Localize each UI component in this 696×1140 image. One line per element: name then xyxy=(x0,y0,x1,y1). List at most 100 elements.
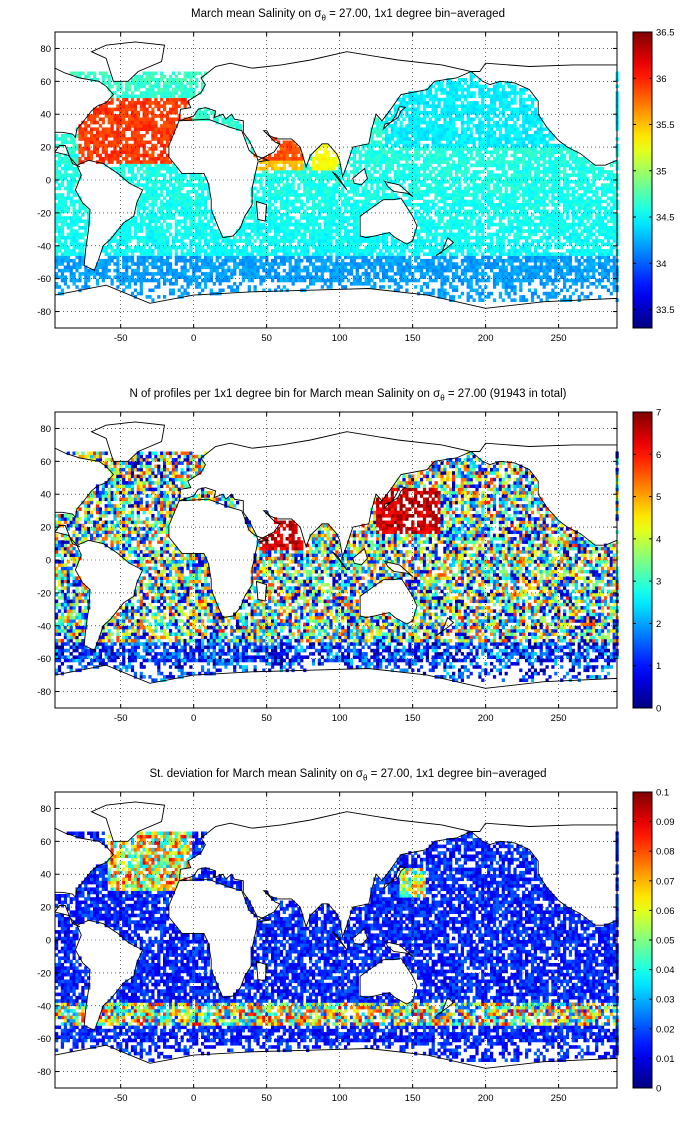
data-bin xyxy=(218,235,222,240)
data-bin xyxy=(457,186,462,191)
data-bin xyxy=(75,193,79,197)
data-bin xyxy=(393,120,397,125)
data-bin xyxy=(183,252,187,256)
data-bin xyxy=(297,275,301,279)
data-bin xyxy=(87,143,91,148)
data-bin xyxy=(466,255,470,260)
data-bin xyxy=(440,285,444,289)
data-bin xyxy=(361,265,365,270)
data-bin xyxy=(165,170,170,174)
data-bin xyxy=(60,288,65,293)
data-bin xyxy=(446,137,450,141)
data-bin xyxy=(414,117,418,122)
data-bin xyxy=(460,107,465,112)
data-bin xyxy=(355,235,359,240)
data-bin xyxy=(317,249,322,253)
data-bin xyxy=(116,127,120,131)
data-bin xyxy=(402,130,406,135)
data-bin xyxy=(472,262,476,266)
data-bin xyxy=(148,180,152,184)
data-bin xyxy=(142,157,146,161)
data-bin xyxy=(373,160,377,164)
data-bin xyxy=(323,189,327,194)
data-bin xyxy=(422,239,427,243)
data-bin xyxy=(402,249,406,253)
data-bin xyxy=(55,275,59,279)
data-bin xyxy=(148,245,152,250)
data-bin xyxy=(431,199,435,204)
data-bin xyxy=(440,110,444,115)
data-bin xyxy=(241,272,246,276)
data-bin xyxy=(460,219,465,224)
data-bin xyxy=(285,226,289,230)
data-bin xyxy=(428,110,432,115)
data-bin xyxy=(183,212,187,217)
data-bin xyxy=(303,222,307,227)
data-bin xyxy=(110,107,114,112)
data-bin xyxy=(437,124,441,128)
data-bin xyxy=(352,242,357,247)
data-bin xyxy=(370,150,374,154)
data-bin xyxy=(341,189,345,194)
data-bin xyxy=(139,107,143,112)
data-bin xyxy=(279,186,284,191)
data-bin xyxy=(201,199,205,204)
data-bin xyxy=(282,222,286,227)
data-bin xyxy=(122,134,126,138)
data-bin xyxy=(195,212,199,217)
data-bin xyxy=(469,193,473,197)
data-bin xyxy=(183,193,187,197)
data-bin xyxy=(148,101,152,105)
data-bin xyxy=(376,176,380,181)
data-bin xyxy=(209,216,213,220)
data-bin xyxy=(434,130,438,135)
data-bin xyxy=(78,235,82,240)
data-bin xyxy=(472,226,476,230)
data-bin xyxy=(323,160,327,164)
data-bin xyxy=(221,272,225,276)
data-bin xyxy=(139,229,143,233)
data-bin xyxy=(148,140,152,145)
data-bin xyxy=(148,163,152,168)
data-bin xyxy=(165,91,170,95)
data-bin xyxy=(160,242,164,247)
data-bin xyxy=(113,147,117,151)
data-bin xyxy=(303,189,307,194)
data-bin xyxy=(262,235,266,240)
data-bin xyxy=(472,272,476,276)
data-bin xyxy=(332,196,336,200)
data-bin xyxy=(346,196,351,200)
data-bin xyxy=(227,249,231,253)
data-bin xyxy=(84,219,88,224)
data-bin xyxy=(136,212,140,217)
data-bin xyxy=(332,265,336,270)
data-bin xyxy=(376,242,380,247)
data-bin xyxy=(247,216,251,220)
data-bin xyxy=(282,252,286,256)
data-bin xyxy=(69,150,73,154)
data-bin xyxy=(469,265,473,270)
data-bin xyxy=(390,268,394,273)
data-bin xyxy=(230,120,234,125)
data-bin xyxy=(408,173,412,177)
data-bin xyxy=(215,232,219,237)
data-bin xyxy=(160,91,164,95)
data-bin xyxy=(431,189,435,194)
data-bin xyxy=(314,239,319,243)
data-bin xyxy=(411,249,415,253)
data-bin xyxy=(221,278,225,283)
data-bin xyxy=(145,232,149,237)
data-bin xyxy=(282,212,286,217)
data-bin xyxy=(411,170,415,174)
data-bin xyxy=(460,147,465,151)
data-bin xyxy=(110,134,114,138)
data-bin xyxy=(309,216,313,220)
data-bin xyxy=(125,278,129,283)
data-bin xyxy=(180,232,184,237)
data-bin xyxy=(271,275,275,279)
data-bin xyxy=(125,84,129,89)
data-bin xyxy=(460,160,465,164)
data-bin xyxy=(455,147,459,151)
data-bin xyxy=(116,81,120,85)
data-bin xyxy=(288,157,292,161)
